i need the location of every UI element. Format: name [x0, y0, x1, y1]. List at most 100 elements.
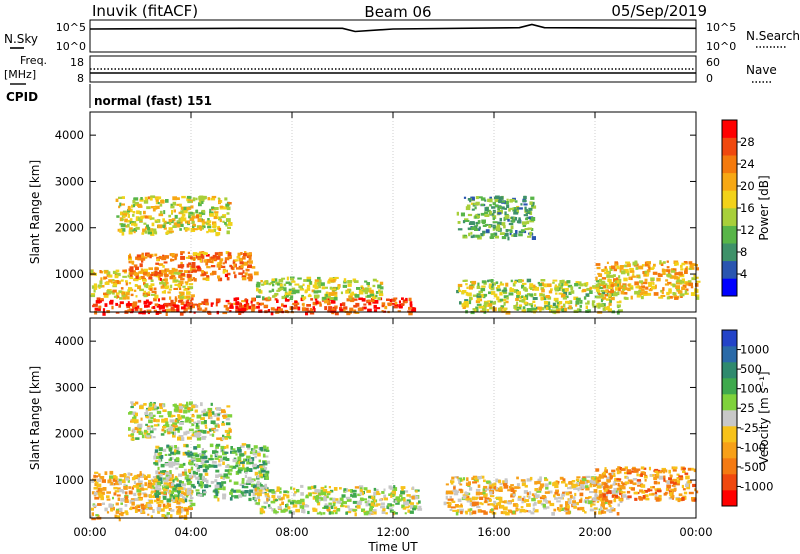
heatmap-cell [660, 289, 663, 293]
heatmap-cell [185, 416, 189, 421]
heatmap-cell [240, 252, 243, 256]
colorbar-swatch [722, 330, 737, 347]
heatmap-cell [188, 401, 193, 406]
heatmap-cell [207, 412, 213, 417]
heatmap-cell [286, 490, 290, 494]
heatmap-cell [510, 216, 514, 220]
heatmap-cell [326, 491, 332, 494]
heatmap-cell [192, 474, 197, 478]
heatmap-cell [508, 501, 512, 505]
heatmap-cell [616, 478, 622, 481]
heatmap-cell [503, 291, 508, 295]
heatmap-cell [240, 491, 246, 495]
heatmap-cell [323, 498, 328, 502]
freq-right-tick-bottom: 0 [706, 72, 713, 85]
heatmap-cell [674, 276, 679, 280]
heatmap-cell [231, 465, 237, 469]
heatmap-cell [547, 500, 551, 504]
heatmap-cell [156, 497, 159, 501]
heatmap-cell [100, 277, 103, 281]
heatmap-cell [153, 273, 158, 277]
heatmap-cell [225, 422, 231, 426]
heatmap-cell [283, 493, 287, 497]
heatmap-cell [411, 309, 414, 312]
heatmap-cell [609, 278, 612, 283]
heatmap-cell [137, 484, 142, 488]
heatmap-cell [262, 445, 267, 449]
heatmap-cell [316, 301, 322, 305]
heatmap-cell [513, 209, 517, 213]
heatmap-cell [418, 500, 421, 504]
heatmap-cell [235, 464, 239, 468]
heatmap-cell [331, 288, 337, 291]
heatmap-cell [108, 478, 112, 481]
heatmap-cell [213, 495, 218, 499]
heatmap-cell [180, 301, 185, 306]
heatmap-cell [185, 220, 189, 224]
heatmap-cell [144, 215, 150, 219]
heatmap-cell [110, 506, 115, 511]
heatmap-cell [614, 263, 618, 267]
heatmap-cell [104, 282, 110, 285]
heatmap-cell [346, 496, 351, 500]
heatmap-cell [206, 259, 211, 263]
heatmap-cell [217, 485, 223, 488]
heatmap-cell [675, 480, 679, 484]
heatmap-cell [618, 288, 621, 292]
heatmap-cell [567, 487, 572, 490]
heatmap-cell [211, 461, 217, 464]
heatmap-cell [392, 512, 395, 516]
heatmap-cell [197, 493, 203, 497]
heatmap-cell [475, 234, 480, 238]
heatmap-cell [236, 256, 241, 259]
heatmap-cell [246, 455, 251, 459]
heatmap-cell [383, 488, 386, 492]
heatmap-cell [634, 281, 639, 286]
heatmap-cell [190, 294, 195, 298]
heatmap-cell [256, 295, 261, 298]
heatmap-cell [209, 208, 212, 213]
heatmap-cell [364, 287, 370, 292]
heatmap-cell [241, 485, 245, 489]
heatmap-cell [241, 443, 247, 446]
heatmap-cell [181, 481, 184, 484]
heatmap-cell [559, 504, 563, 508]
heatmap-cell [149, 215, 152, 219]
heatmap-cell [198, 304, 201, 308]
heatmap-cell [404, 506, 410, 509]
heatmap-cell [585, 305, 588, 309]
heatmap-cell [245, 252, 249, 257]
heatmap-cell [367, 308, 372, 313]
heatmap-cell [603, 482, 608, 486]
heatmap-cell [488, 302, 493, 307]
heatmap-cell [588, 500, 593, 505]
heatmap-cell [182, 217, 187, 222]
heatmap-cell [615, 490, 618, 493]
heatmap-cell [340, 291, 343, 295]
heatmap-cell [248, 497, 252, 502]
heatmap-cell [530, 511, 535, 515]
colorbar-tick-label: -25 [740, 421, 759, 435]
heatmap-cell [195, 209, 198, 214]
heatmap-cell [153, 455, 158, 458]
heatmap-cell [628, 276, 632, 280]
heatmap-cell [691, 277, 696, 281]
heatmap-cell [311, 289, 315, 293]
heatmap-cell [585, 496, 590, 499]
freq-left-tick-top: 18 [70, 56, 84, 69]
heatmap-cell [468, 232, 471, 237]
heatmap-cell [143, 474, 147, 478]
heatmap-cell [224, 429, 229, 433]
heatmap-cell [484, 488, 490, 491]
heatmap-cell [176, 220, 181, 225]
heatmap-cell [294, 283, 300, 286]
heatmap-cell [191, 262, 196, 266]
heatmap-cell [93, 487, 99, 490]
heatmap-cell [190, 264, 196, 268]
heatmap-cell [487, 209, 491, 213]
heatmap-cell [326, 295, 331, 299]
heatmap-cell [143, 493, 148, 498]
heatmap-cell [550, 288, 553, 291]
heatmap-cell [180, 415, 185, 419]
heatmap-cell [154, 499, 157, 503]
